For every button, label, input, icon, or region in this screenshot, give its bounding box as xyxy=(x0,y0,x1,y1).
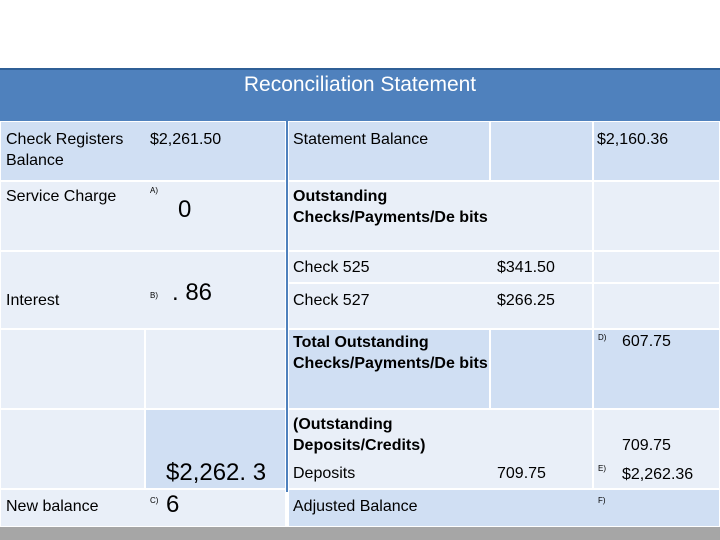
outstanding-blank-cell xyxy=(593,181,720,251)
new-balance-marker: C) xyxy=(150,496,159,505)
statement-balance-label: Statement Balance xyxy=(293,131,429,148)
outstanding-deposits-label: (Outstanding Deposits/Credits) xyxy=(293,416,426,454)
blank-left-cell-1 xyxy=(0,329,145,409)
new-balance-value: 6 xyxy=(166,491,180,518)
total-outstanding-value: 607.75 xyxy=(622,333,671,350)
total-outstanding-label-cell xyxy=(288,329,490,409)
total-outstanding-blank-cell xyxy=(490,329,593,409)
interest-value: . 86 xyxy=(172,279,213,306)
new-balance-label: New balance xyxy=(6,498,99,515)
statement-balance-value: $2,160.36 xyxy=(597,131,669,148)
deposits-result: $2,262.36 xyxy=(622,466,694,483)
service-charge-marker: A) xyxy=(150,186,158,195)
adjusted-balance-label: Adjusted Balance xyxy=(293,498,418,515)
check-527-amount: $266.25 xyxy=(497,292,555,309)
check-525-row xyxy=(288,251,593,283)
total-outstanding-value-cell xyxy=(593,329,720,409)
blank-left-cell-3 xyxy=(0,409,145,489)
service-charge-value: 0 xyxy=(178,196,192,223)
outstanding-heading: Outstanding Checks/Payments/De bits xyxy=(293,188,488,226)
subtotal-cell xyxy=(145,409,286,489)
blank-left-cell-2 xyxy=(145,329,286,409)
check-registers-balance-value: $2,261.50 xyxy=(150,131,222,148)
subtotal-value: $2,262. 3 xyxy=(166,459,267,486)
check-525-label: Check 525 xyxy=(293,259,370,276)
outstanding-deposits-total: 709.75 xyxy=(622,437,671,454)
deposits-marker: E) xyxy=(598,464,606,473)
new-balance-row xyxy=(0,489,286,527)
check-527-blank xyxy=(593,283,720,329)
service-charge-label: Service Charge xyxy=(6,188,117,205)
outstanding-heading-cell xyxy=(288,181,593,251)
service-charge-row xyxy=(0,181,286,251)
statement-balance-blank-cell xyxy=(490,121,593,181)
footer-bar xyxy=(0,527,720,540)
check-registers-row xyxy=(0,121,286,181)
column-divider xyxy=(286,120,288,492)
interest-row xyxy=(0,251,286,329)
check-525-amount: $341.50 xyxy=(497,259,555,276)
interest-marker: B) xyxy=(150,291,158,300)
check-527-row xyxy=(288,283,593,329)
deposits-label: Deposits xyxy=(293,465,356,482)
title-banner xyxy=(0,68,720,121)
page-title: Reconciliation Statement xyxy=(243,73,477,96)
adjusted-balance-row xyxy=(288,489,720,527)
total-outstanding-marker: D) xyxy=(598,333,607,342)
total-outstanding-label: Total Outstanding Checks/Payments/De bit… xyxy=(293,334,488,372)
check-registers-balance-label: Check Registers Balance xyxy=(6,131,124,169)
adjusted-balance-marker: F) xyxy=(598,496,606,505)
outstanding-deposits-value-cell xyxy=(593,409,720,489)
outstanding-deposits-cell xyxy=(288,409,593,489)
statement-balance-label-cell xyxy=(288,121,490,181)
check-525-blank xyxy=(593,251,720,283)
check-527-label: Check 527 xyxy=(293,292,370,309)
deposits-amount: 709.75 xyxy=(497,465,546,482)
interest-label: Interest xyxy=(6,292,60,309)
statement-balance-value-cell xyxy=(593,121,720,181)
